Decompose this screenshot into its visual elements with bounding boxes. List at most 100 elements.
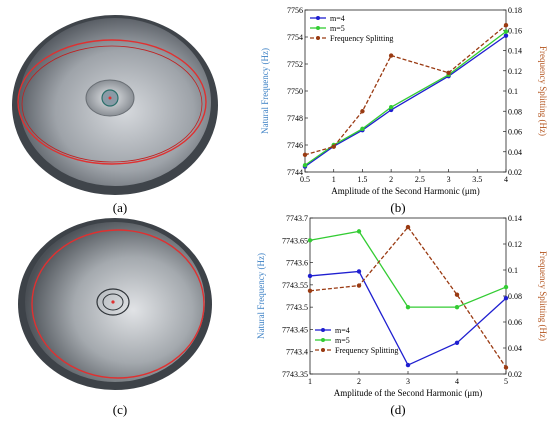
y-axis-label: Natural Frequency (Hz) (260, 48, 270, 134)
y-tick-label: 7752 (287, 60, 303, 69)
data-point (405, 362, 411, 368)
chart-b: 0.5 1 1.5 2 2.5 3 3.5 4 7744 7746 7748 7750 7752 7754… (260, 6, 548, 196)
data-point (388, 53, 394, 58)
y2-tick-label: 0.14 (508, 214, 522, 223)
x-tick-label: 3 (406, 377, 410, 386)
mode-contour (17, 39, 207, 165)
x-tick-label: 2 (389, 175, 393, 184)
y2-tick-label: 0.02 (508, 370, 522, 379)
data-point (446, 70, 451, 75)
x-tick-label: 2.5 (415, 175, 425, 184)
y-tick-label: 7743.45 (282, 325, 308, 334)
legend-label: Frequency Splitting (330, 34, 393, 43)
data-point (388, 105, 394, 110)
shell-post-inner (102, 293, 124, 311)
shell-post (96, 288, 130, 316)
y2-tick-label: 0.18 (508, 6, 522, 15)
y2-tick-label: 0.08 (508, 292, 522, 301)
y2-axis-label: Frequency Splitting (Hz) (538, 251, 548, 341)
data-point (307, 238, 313, 243)
data-point (307, 273, 313, 279)
panel-d-chart: 1 2 3 4 5 7743.35 7743.4 7743.45 7743.5 7743.55 77… (250, 208, 550, 402)
data-point (405, 224, 411, 230)
x-axis-label: Amplitude of the Second Harmonic (μm) (334, 388, 483, 398)
shell-inner-surface (25, 222, 205, 382)
y-tick-label: 7743.55 (282, 281, 308, 290)
data-point (302, 152, 308, 157)
x-tick-label: 3 (447, 175, 451, 184)
y-tick-label: 7754 (287, 33, 303, 42)
center-dot (111, 300, 115, 304)
y-tick-label: 7746 (287, 141, 303, 150)
panel-a-render (0, 0, 240, 200)
mode-contour (21, 45, 203, 163)
chart-d: 1 2 3 4 5 7743.35 7743.4 7743.45 7743.5 7743.55 77… (256, 214, 548, 398)
y-tick-label: 7750 (287, 87, 303, 96)
series-line-3 (309, 226, 507, 368)
x-tick-label: 4 (455, 377, 459, 386)
x-tick-label: 1.5 (357, 175, 367, 184)
y2-tick-label: 0.08 (508, 107, 522, 116)
y2-tick-label: 0.04 (508, 148, 522, 157)
center-dot (108, 96, 112, 100)
data-point (503, 33, 509, 38)
y2-tick-label: 0.02 (508, 168, 522, 177)
legend-label: m=5 (335, 336, 350, 345)
y2-tick-label: 0.06 (508, 128, 522, 137)
y-tick-label: 7743.6 (286, 259, 308, 268)
panel-label-a: (a) (112, 200, 128, 215)
y-tick-label: 7748 (287, 114, 303, 123)
data-point (307, 288, 313, 293)
x-tick-label: 1 (308, 377, 312, 386)
x-tick-label: 1 (332, 175, 336, 184)
data-point (356, 269, 362, 274)
y2-tick-label: 0.12 (508, 67, 522, 76)
data-point (331, 144, 336, 149)
y-tick-label: 7743.4 (286, 348, 308, 357)
mode-contour (31, 229, 205, 379)
y-tick-label: 7743.7 (286, 214, 308, 223)
legend-label: Frequency Splitting (335, 346, 398, 355)
series-line-3 (304, 24, 507, 156)
panel-b-chart: 0.5 1 1.5 2 2.5 3 3.5 4 7744 7746 7748 7750 7752 7754… (250, 0, 550, 200)
series-line-1 (304, 35, 507, 168)
x-tick-label: 4 (504, 175, 508, 184)
y2-tick-label: 0.1 (508, 87, 518, 96)
data-point (454, 292, 460, 297)
data-point (503, 284, 509, 290)
legend-label: m=4 (330, 14, 345, 23)
data-point (503, 365, 509, 370)
x-tick-label: 2 (357, 377, 361, 386)
x-tick-label: 3.5 (472, 175, 482, 184)
data-point (454, 340, 460, 345)
data-point (503, 296, 509, 301)
panel-label-d: (d) (390, 402, 406, 417)
x-axis-label: Amplitude of the Second Harmonic (μm) (331, 186, 480, 196)
y-axis-label: Natural Frequency (Hz) (256, 253, 266, 339)
data-point (302, 163, 308, 168)
y-tick-label: 7744 (287, 168, 303, 177)
panel-c-render (0, 212, 240, 402)
panel-label-c: (c) (112, 402, 128, 417)
y2-axis-label: Frequency Splitting (Hz) (538, 46, 548, 136)
x-tick-label: 0.5 (300, 175, 310, 184)
data-point (356, 283, 362, 288)
data-point (360, 126, 365, 131)
y-tick-label: 7743.35 (282, 370, 308, 379)
legend-label: m=5 (330, 24, 345, 33)
y2-tick-label: 0.12 (508, 240, 522, 249)
data-point (503, 29, 509, 34)
data-point (360, 109, 365, 114)
legend-marker (321, 348, 325, 352)
y2-tick-label: 0.14 (508, 47, 522, 56)
panel-label-b: (b) (390, 200, 406, 215)
y2-tick-label: 0.06 (508, 318, 522, 327)
y2-tick-label: 0.1 (508, 266, 518, 275)
shell-render-c (18, 218, 212, 390)
y2-tick-label: 0.04 (508, 344, 522, 353)
shell-render-a (12, 15, 218, 195)
x-tick-label: 5 (504, 377, 508, 386)
plot-frame (309, 217, 507, 375)
